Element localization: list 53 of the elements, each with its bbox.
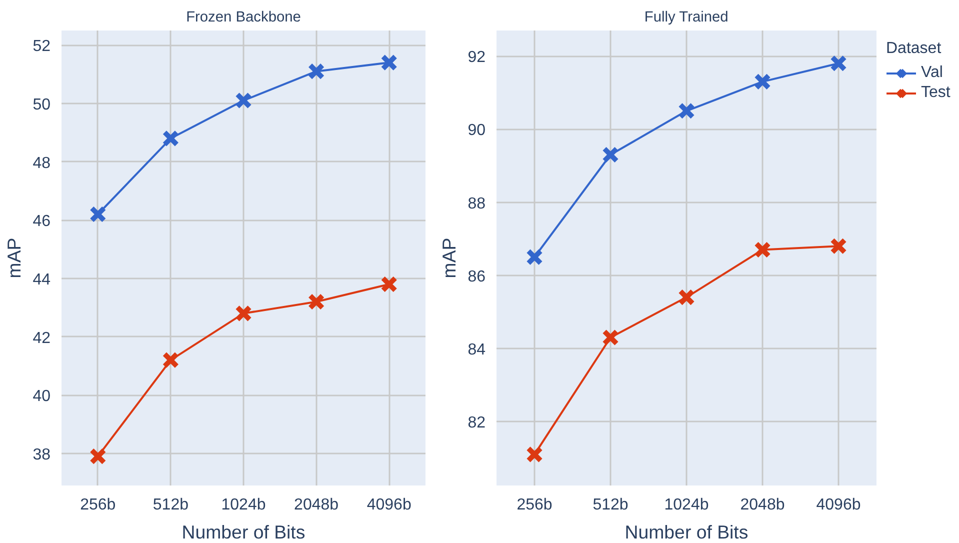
point <box>754 73 772 90</box>
y-tick-label: 40 <box>32 388 51 406</box>
legend-label: Val <box>921 64 943 82</box>
point <box>602 328 620 346</box>
chart-title: Frozen Backbone <box>186 10 301 26</box>
legend-label: Test <box>921 84 950 102</box>
y-tick-label: 92 <box>468 49 486 66</box>
point <box>678 288 696 306</box>
point <box>89 206 106 223</box>
x-axis-title: Number of Bits <box>182 522 306 542</box>
x-tick-label: 1024b <box>221 496 266 514</box>
y-tick-label: 44 <box>32 271 51 288</box>
chart-title: Fully Trained <box>644 10 728 26</box>
point <box>234 92 252 110</box>
y-tick-label: 42 <box>32 330 51 347</box>
x-tick-label: 256b <box>516 496 552 514</box>
legend-title: Dataset <box>886 40 942 58</box>
y-tick-label: 50 <box>32 96 51 114</box>
y-axis-title: mAP <box>438 238 460 278</box>
point <box>380 54 398 72</box>
x-tick-label: 512b <box>592 496 628 514</box>
point <box>380 276 398 293</box>
point <box>89 448 106 465</box>
y-axis-title: mAP <box>4 238 25 278</box>
x-tick-label: 1024b <box>664 496 709 514</box>
point <box>526 446 544 463</box>
x-tick-label: 2048b <box>294 496 339 514</box>
x-tick-label: 4096b <box>816 496 861 514</box>
point <box>308 62 325 80</box>
point <box>308 293 325 310</box>
y-tick-label: 48 <box>32 154 51 172</box>
point <box>162 130 180 147</box>
y-tick-label: 84 <box>468 341 486 358</box>
y-tick-label: 82 <box>468 414 486 432</box>
point <box>830 54 848 72</box>
y-tick-label: 86 <box>468 268 486 286</box>
x-tick-label: 2048b <box>740 496 785 514</box>
point <box>602 146 620 164</box>
y-tick-label: 38 <box>32 446 51 464</box>
x-tick-label: 512b <box>152 496 189 514</box>
point <box>162 352 180 369</box>
point <box>526 248 544 266</box>
y-tick-label: 88 <box>468 195 486 212</box>
point <box>678 102 696 120</box>
y-tick-label: 90 <box>468 122 486 140</box>
y-tick-label: 46 <box>32 213 51 230</box>
x-axis-title: Number of Bits <box>624 522 748 542</box>
y-tick-label: 52 <box>32 38 51 56</box>
point <box>234 304 252 322</box>
x-tick-label: 256b <box>80 496 116 514</box>
point <box>754 241 772 258</box>
point <box>830 238 848 255</box>
x-tick-label: 4096b <box>366 496 412 514</box>
